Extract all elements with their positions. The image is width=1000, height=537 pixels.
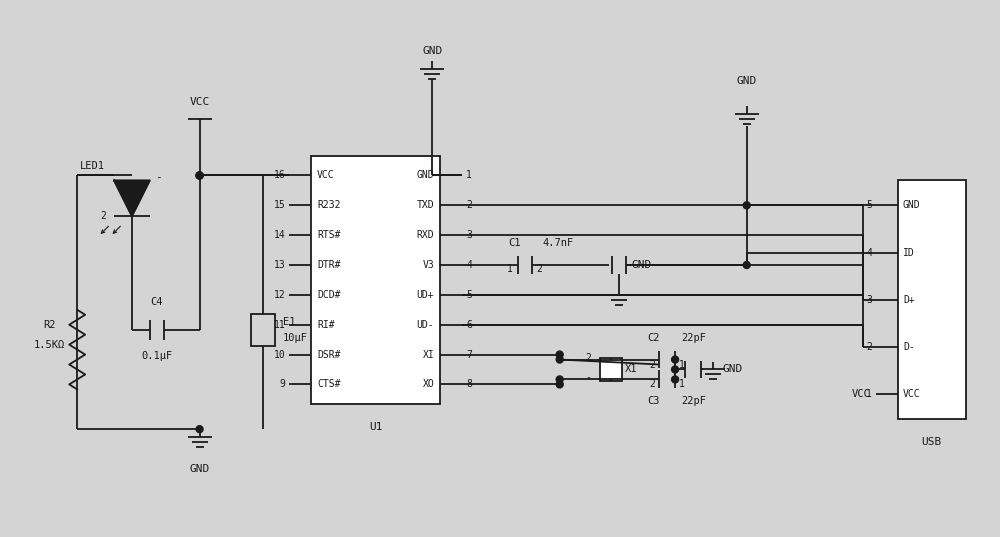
Text: 4: 4 (466, 260, 472, 270)
Text: V3: V3 (423, 260, 434, 270)
Text: 2: 2 (537, 264, 543, 274)
Text: RTS#: RTS# (317, 230, 340, 240)
Text: GND: GND (417, 170, 434, 180)
Text: RXD: RXD (417, 230, 434, 240)
Text: 1: 1 (679, 359, 685, 369)
Circle shape (196, 172, 203, 179)
Text: 0.1μF: 0.1μF (141, 351, 172, 360)
Text: 3: 3 (466, 230, 472, 240)
Text: C2: C2 (647, 332, 659, 343)
Text: 5: 5 (866, 200, 872, 211)
Text: C4: C4 (151, 297, 163, 307)
Text: 22pF: 22pF (681, 332, 706, 343)
Circle shape (196, 426, 203, 433)
Text: GND: GND (737, 76, 757, 86)
Text: 12: 12 (273, 290, 285, 300)
Text: 5: 5 (466, 290, 472, 300)
Text: U1: U1 (369, 422, 382, 432)
Bar (251, 314, 275, 346)
Text: GND: GND (723, 365, 743, 374)
Text: 9: 9 (279, 380, 285, 389)
Text: 1: 1 (507, 264, 513, 274)
Text: 1: 1 (679, 380, 685, 389)
Circle shape (672, 376, 679, 383)
Circle shape (672, 366, 679, 373)
Text: VCC: VCC (317, 170, 335, 180)
Text: LED1: LED1 (80, 161, 105, 171)
Text: DTR#: DTR# (317, 260, 340, 270)
Text: GND: GND (631, 260, 652, 270)
Bar (311, 156, 440, 404)
Text: -: - (155, 172, 162, 183)
Text: ID: ID (903, 248, 915, 258)
Circle shape (196, 172, 203, 179)
Circle shape (556, 376, 563, 383)
Text: DCD#: DCD# (317, 290, 340, 300)
Circle shape (196, 172, 203, 179)
Text: 15: 15 (273, 200, 285, 211)
Circle shape (556, 351, 563, 358)
Circle shape (743, 262, 750, 268)
Polygon shape (114, 180, 150, 216)
Text: UD-: UD- (417, 320, 434, 330)
Text: 2: 2 (586, 352, 592, 362)
Text: VCC: VCC (189, 97, 210, 107)
Circle shape (556, 356, 563, 363)
Text: 7: 7 (466, 350, 472, 360)
Text: RI#: RI# (317, 320, 335, 330)
Text: GND: GND (422, 46, 442, 56)
Text: 14: 14 (273, 230, 285, 240)
Text: UD+: UD+ (417, 290, 434, 300)
Text: 3: 3 (866, 295, 872, 305)
Text: 1: 1 (866, 389, 872, 400)
Text: VCC: VCC (903, 389, 921, 400)
Text: 2: 2 (649, 380, 655, 389)
Text: R2: R2 (43, 320, 56, 330)
Text: C3: C3 (647, 396, 659, 407)
Text: CTS#: CTS# (317, 380, 340, 389)
Text: 4: 4 (866, 248, 872, 258)
Text: TXD: TXD (417, 200, 434, 211)
Text: 16: 16 (273, 170, 285, 180)
Text: 10: 10 (273, 350, 285, 360)
Text: D-: D- (903, 342, 915, 352)
Circle shape (672, 356, 679, 363)
Text: 2: 2 (866, 342, 872, 352)
Text: 1: 1 (466, 170, 472, 180)
Text: 13: 13 (273, 260, 285, 270)
Text: XI: XI (423, 350, 434, 360)
Text: 2: 2 (466, 200, 472, 211)
Text: GND: GND (189, 464, 210, 474)
Text: R232: R232 (317, 200, 340, 211)
Circle shape (556, 381, 563, 388)
Text: 2: 2 (649, 359, 655, 369)
Bar (898, 180, 966, 419)
Circle shape (743, 202, 750, 209)
Text: 8: 8 (466, 380, 472, 389)
Text: XO: XO (423, 380, 434, 389)
Text: 11: 11 (273, 320, 285, 330)
Text: 22pF: 22pF (681, 396, 706, 407)
Text: D+: D+ (903, 295, 915, 305)
Text: X1: X1 (625, 365, 638, 374)
Text: USB: USB (922, 437, 942, 447)
Bar (600, 358, 622, 381)
Text: VCC: VCC (851, 389, 870, 400)
Text: 4.7nF: 4.7nF (543, 238, 574, 248)
Text: 6: 6 (466, 320, 472, 330)
Text: 2: 2 (100, 211, 106, 221)
Text: C1: C1 (509, 238, 521, 248)
Text: GND: GND (903, 200, 921, 211)
Text: 10μF: 10μF (283, 332, 308, 343)
Text: E1: E1 (283, 317, 296, 326)
Text: 1.5KΩ: 1.5KΩ (34, 339, 65, 350)
Text: -: - (586, 373, 592, 382)
Text: DSR#: DSR# (317, 350, 340, 360)
